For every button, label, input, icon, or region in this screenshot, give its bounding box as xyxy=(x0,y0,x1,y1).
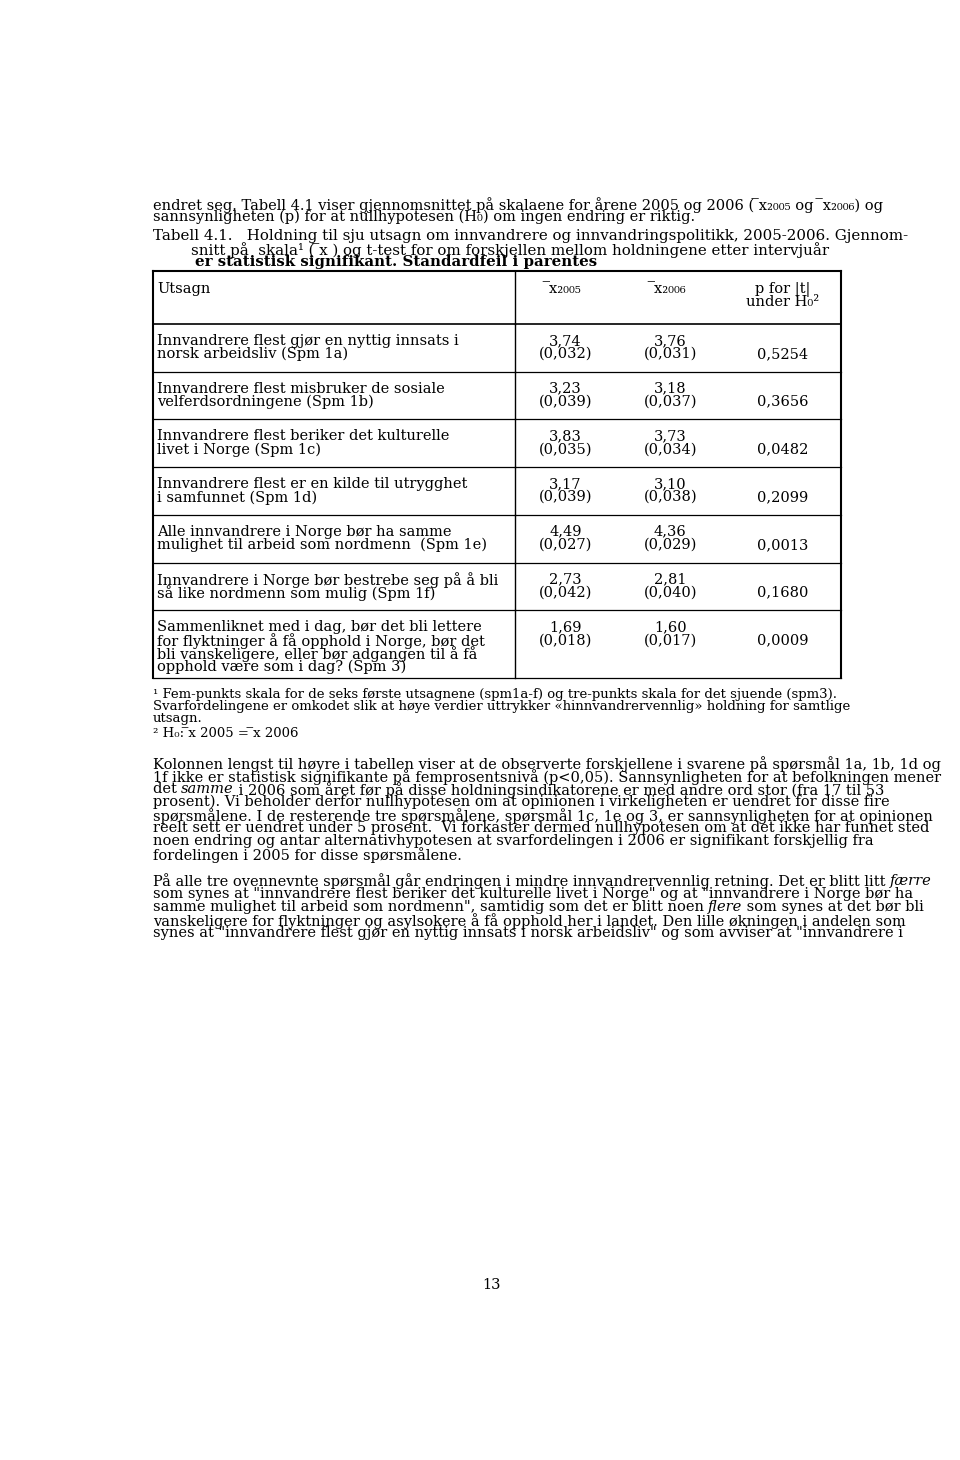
Text: 1,60: 1,60 xyxy=(654,620,686,634)
Text: 0,0013: 0,0013 xyxy=(756,537,808,552)
Text: ¹ Fem-punkts skala for de seks første utsagnene (spm1a-f) og tre-punkts skala fo: ¹ Fem-punkts skala for de seks første ut… xyxy=(153,688,836,701)
Text: samme mulighet til arbeid som nordmenn", samtidig som det er blitt noen: samme mulighet til arbeid som nordmenn",… xyxy=(153,899,708,914)
Text: 0,0009: 0,0009 xyxy=(756,634,808,647)
Text: 3,17: 3,17 xyxy=(549,477,582,491)
Text: for flyktninger å få opphold i Norge, bør det: for flyktninger å få opphold i Norge, bø… xyxy=(157,634,485,650)
Text: 4,36: 4,36 xyxy=(654,524,686,539)
Text: (0,042): (0,042) xyxy=(539,585,592,600)
Text: 4,49: 4,49 xyxy=(549,524,582,539)
Text: endret seg. Tabell 4.1 viser gjennomsnittet på skalaene for årene 2005 og 2006 (: endret seg. Tabell 4.1 viser gjennomsnit… xyxy=(153,197,882,213)
Text: (0,039): (0,039) xyxy=(539,491,592,504)
Text: snitt på  skala¹ ( ̅x ) og t-test for om forskjellen mellom holdningene etter in: snitt på skala¹ ( ̅x ) og t-test for om … xyxy=(153,242,828,258)
Text: 0,2099: 0,2099 xyxy=(757,491,808,504)
Text: Innvandrere i Norge bør bestrebe seg på å bli: Innvandrere i Norge bør bestrebe seg på … xyxy=(157,572,498,588)
Text: (0,031): (0,031) xyxy=(643,347,697,361)
Text: 3,23: 3,23 xyxy=(549,381,582,396)
Text: utsagn.: utsagn. xyxy=(153,712,203,724)
Text: Alle innvandrere i Norge bør ha samme: Alle innvandrere i Norge bør ha samme xyxy=(157,524,452,539)
Text: (0,032): (0,032) xyxy=(539,347,592,361)
Text: sannsynligheten (p) for at nullhypotesen (H₀) om ingen endring er riktig.: sannsynligheten (p) for at nullhypotesen… xyxy=(153,210,695,225)
Text: 0,0482: 0,0482 xyxy=(756,442,808,457)
Text: (0,027): (0,027) xyxy=(539,537,592,552)
Text: i 2006 som året før på disse holdningsindikatorene er med andre ord stor (fra 17: i 2006 som året før på disse holdningsin… xyxy=(233,783,884,797)
Text: ̅x₂₀₀₆: ̅x₂₀₀₆ xyxy=(655,282,686,296)
Text: spørsmålene. I de resterende tre spørsmålene, spørsmål 1c, 1e og 3, er sannsynli: spørsmålene. I de resterende tre spørsmå… xyxy=(153,809,932,823)
Text: 0,5254: 0,5254 xyxy=(757,347,808,361)
Text: Svarfordelingene er omkodet slik at høye verdier uttrykker «hinnvandrervennlig» : Svarfordelingene er omkodet slik at høye… xyxy=(153,699,850,712)
Text: reelt sett er uendret under 5 prosent.  Vi forkaster dermed nullhypotesen om at : reelt sett er uendret under 5 prosent. V… xyxy=(153,821,929,835)
Text: så like nordmenn som mulig (Spm 1f): så like nordmenn som mulig (Spm 1f) xyxy=(157,585,436,602)
Text: 3,73: 3,73 xyxy=(654,429,686,444)
Text: ̅x₂₀₀₅: ̅x₂₀₀₅ xyxy=(550,282,582,296)
Text: (0,037): (0,037) xyxy=(643,394,697,409)
Text: (0,018): (0,018) xyxy=(539,634,592,647)
Text: det: det xyxy=(153,783,181,796)
Text: 2,73: 2,73 xyxy=(549,572,582,587)
Text: opphold være som i dag? (Spm 3): opphold være som i dag? (Spm 3) xyxy=(157,660,406,675)
Text: samme: samme xyxy=(181,783,233,796)
Text: 0,1680: 0,1680 xyxy=(756,585,808,600)
Text: 3,83: 3,83 xyxy=(549,429,582,444)
Text: som synes at "innvandrere flest beriker det kulturelle livet i Norge" og at "inn: som synes at "innvandrere flest beriker … xyxy=(153,886,913,901)
Text: bli vanskeligere, eller bør adgangen til å få: bli vanskeligere, eller bør adgangen til… xyxy=(157,647,477,663)
Text: (0,029): (0,029) xyxy=(643,537,697,552)
Text: 13: 13 xyxy=(483,1278,501,1292)
Text: p for |t|: p for |t| xyxy=(755,282,810,298)
Text: under H₀²: under H₀² xyxy=(746,295,819,310)
Text: vanskeligere for flyktninger og asylsokere å få opphold her i landet. Den lille : vanskeligere for flyktninger og asylsoke… xyxy=(153,912,905,929)
Text: 0,3656: 0,3656 xyxy=(756,394,808,409)
Text: (0,017): (0,017) xyxy=(643,634,697,647)
Text: velferdsordningene (Spm 1b): velferdsordningene (Spm 1b) xyxy=(157,394,374,409)
Text: (0,040): (0,040) xyxy=(643,585,697,600)
Text: Innvandrere flest beriker det kulturelle: Innvandrere flest beriker det kulturelle xyxy=(157,429,449,444)
Text: 3,18: 3,18 xyxy=(654,381,686,396)
Text: 3,10: 3,10 xyxy=(654,477,686,491)
Text: 3,76: 3,76 xyxy=(654,334,686,347)
Text: 3,74: 3,74 xyxy=(549,334,582,347)
Text: ² H₀: ̅x 2005 = ̅x 2006: ² H₀: ̅x 2005 = ̅x 2006 xyxy=(153,727,298,740)
Text: prosent). Vi beholder derfor nullhypotesen om at opinionen i virkeligheten er ue: prosent). Vi beholder derfor nullhypotes… xyxy=(153,796,889,809)
Text: 1,69: 1,69 xyxy=(549,620,582,634)
Text: Utsagn: Utsagn xyxy=(157,282,210,296)
Text: Kolonnen lengst til høyre i tabellen viser at de observerte forskjellene i svare: Kolonnen lengst til høyre i tabellen vis… xyxy=(153,756,941,772)
Text: 2,81: 2,81 xyxy=(654,572,686,587)
Text: Innvandrere flest gjør en nyttig innsats i: Innvandrere flest gjør en nyttig innsats… xyxy=(157,334,459,347)
Text: som synes at det bør bli: som synes at det bør bli xyxy=(742,899,924,914)
Text: (0,038): (0,038) xyxy=(643,491,697,504)
Text: (0,035): (0,035) xyxy=(539,442,592,457)
Text: Tabell 4.1.   Holdning til sju utsagn om innvandrere og innvandringspolitikk, 20: Tabell 4.1. Holdning til sju utsagn om i… xyxy=(153,229,907,244)
Text: flere: flere xyxy=(708,899,742,914)
Text: Sammenliknet med i dag, bør det bli lettere: Sammenliknet med i dag, bør det bli lett… xyxy=(157,620,482,634)
Text: 1f ikke er statistisk signifikante på femprosentsnivå (p<0,05). Sannsynligheten : 1f ikke er statistisk signifikante på fe… xyxy=(153,769,941,784)
Text: mulighet til arbeid som nordmenn  (Spm 1e): mulighet til arbeid som nordmenn (Spm 1e… xyxy=(157,537,487,552)
Text: er statistisk signifikant. Standardfeil i parentes: er statistisk signifikant. Standardfeil … xyxy=(153,255,597,269)
Text: norsk arbeidsliv (Spm 1a): norsk arbeidsliv (Spm 1a) xyxy=(157,347,348,361)
Text: Innvandrere flest misbruker de sosiale: Innvandrere flest misbruker de sosiale xyxy=(157,381,444,396)
Text: Innvandrere flest er en kilde til utrygghet: Innvandrere flest er en kilde til utrygg… xyxy=(157,477,468,491)
Text: synes at "innvandrere flest gjør en nyttig innsats i norsk arbeidsliv" og som av: synes at "innvandrere flest gjør en nytt… xyxy=(153,926,902,940)
Text: (0,034): (0,034) xyxy=(643,442,697,457)
Text: i samfunnet (Spm 1d): i samfunnet (Spm 1d) xyxy=(157,491,318,505)
Text: fordelingen i 2005 for disse spørsmålene.: fordelingen i 2005 for disse spørsmålene… xyxy=(153,847,462,863)
Text: noen endring og antar alternativhypotesen at svarfordelingen i 2006 er signifika: noen endring og antar alternativhypotese… xyxy=(153,834,874,848)
Text: livet i Norge (Spm 1c): livet i Norge (Spm 1c) xyxy=(157,442,322,457)
Text: På alle tre ovennevnte spørsmål går endringen i mindre innvandrervennlig retning: På alle tre ovennevnte spørsmål går endr… xyxy=(153,873,890,889)
Text: færre: færre xyxy=(890,873,931,888)
Text: (0,039): (0,039) xyxy=(539,394,592,409)
